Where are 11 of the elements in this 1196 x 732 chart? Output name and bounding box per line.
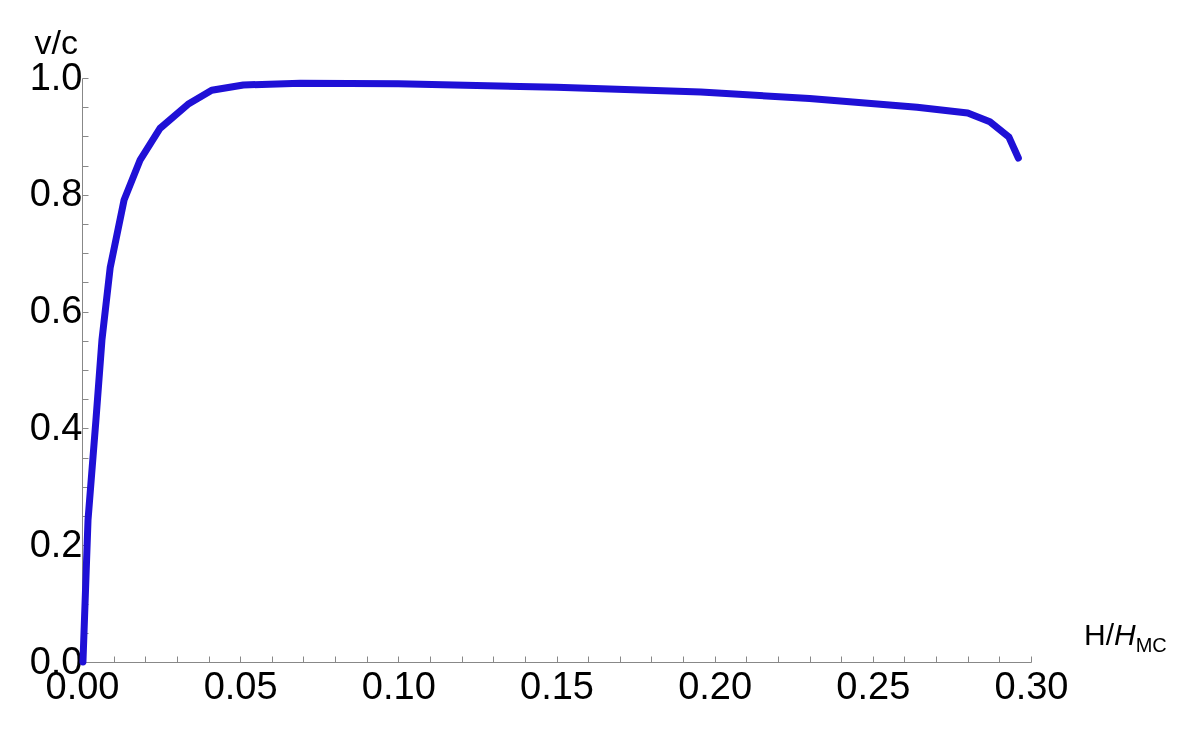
x-tick-label: 0.30 bbox=[994, 664, 1069, 707]
x-tick-label: 0.20 bbox=[678, 664, 753, 707]
x-tick-label: 0.15 bbox=[520, 664, 594, 707]
x-tick-label: 0.25 bbox=[836, 664, 911, 707]
x-axis-title: H/H$_{MC}$ bbox=[1084, 618, 1167, 657]
y-tick-label: 0.2 bbox=[29, 522, 83, 565]
x-tick-label: 0.05 bbox=[203, 664, 278, 707]
y-tick-label: 0.8 bbox=[29, 172, 83, 215]
y-tick-label: 0.6 bbox=[29, 289, 83, 332]
x-tick-label: 0.10 bbox=[361, 664, 436, 707]
y-tick-label: 0.4 bbox=[29, 405, 83, 448]
